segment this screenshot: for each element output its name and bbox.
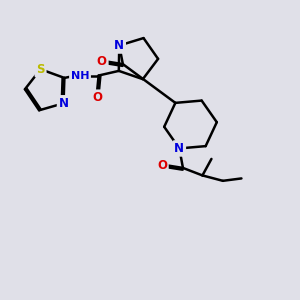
Text: N: N xyxy=(174,142,184,155)
Text: O: O xyxy=(157,159,167,172)
Text: O: O xyxy=(92,91,102,104)
Text: S: S xyxy=(36,63,45,76)
Text: NH: NH xyxy=(71,70,89,80)
Text: N: N xyxy=(114,39,124,52)
Text: N: N xyxy=(58,97,68,110)
Text: O: O xyxy=(97,55,107,68)
